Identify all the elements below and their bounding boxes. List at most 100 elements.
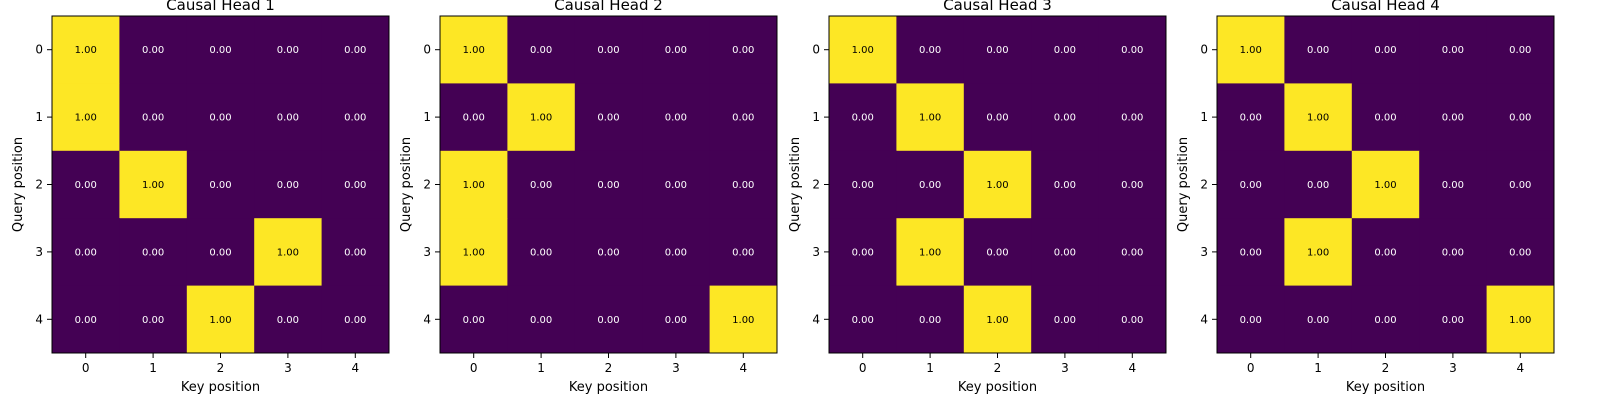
y-axis-label: Query position [1176,137,1191,232]
heatmap-cell [1031,83,1100,152]
heatmap-cell [321,285,390,354]
heatmap-panel: 1.00 0.00 0.00 0.00 0.00 0.00 1.00 0.00 0.00 0.00… [788,0,1167,395]
cell-value-label: 0.00 [142,45,164,56]
heatmap-cell [119,218,188,287]
y-tick-label: 4 [1200,312,1208,326]
heatmap-cell [440,218,508,287]
heatmap-cell [119,150,188,219]
cell-value-label: 0.00 [665,45,687,56]
cell-value-label: 0.00 [1442,315,1464,326]
cell-value-label: 0.00 [597,180,619,191]
y-tick-label: 0 [812,43,820,57]
heatmap-cell [709,285,778,354]
cell-value-label: 0.00 [1509,247,1531,258]
x-tick-label: 3 [1061,361,1069,375]
cell-value-label: 0.00 [530,315,552,326]
heatmap-cell [507,150,576,219]
cell-value-label: 0.00 [344,113,366,124]
heatmap-cell [186,218,255,287]
heatmap-cell [1098,16,1167,84]
x-axis-label: Key position [181,380,260,395]
heatmap-cell [1419,16,1488,84]
cell-value-label: 0.00 [1054,247,1076,258]
x-tick-label: 4 [351,361,359,375]
heatmap-cell [1284,285,1353,354]
heatmap-cell [186,285,255,354]
cell-value-label: 0.00 [732,45,754,56]
cell-value-label: 0.00 [597,315,619,326]
heatmap-cell [321,16,390,84]
heatmap-cell [52,285,120,354]
cell-value-label: 0.00 [986,247,1008,258]
heatmap-cell [1486,16,1555,84]
cell-value-label: 0.00 [919,45,941,56]
cell-value-label: 0.00 [209,180,231,191]
heatmap-cell [574,150,643,219]
heatmap-cell [1098,285,1167,354]
cell-value-label: 0.00 [597,113,619,124]
cell-value-label: 1.00 [463,247,485,258]
heatmap-cell [642,285,711,354]
cell-value-label: 0.00 [1442,113,1464,124]
x-tick-label: 0 [82,361,90,375]
y-tick-label: 4 [35,312,43,326]
heatmap-cell [440,83,508,152]
heatmap-cell [440,285,508,354]
cell-value-label: 1.00 [1307,113,1329,124]
heatmap-cell [1351,83,1420,152]
cell-value-label: 0.00 [852,315,874,326]
x-axis-label: Key position [569,380,648,395]
heatmap-cell [254,285,323,354]
y-tick-label: 3 [423,245,431,259]
heatmap-cell [1098,150,1167,219]
heatmap-cell [574,16,643,84]
cell-value-label: 0.00 [1307,180,1329,191]
x-tick-label: 4 [739,361,747,375]
x-tick-label: 1 [537,361,545,375]
cell-value-label: 0.00 [986,113,1008,124]
heatmap-cell [574,83,643,152]
heatmap-cell [1217,16,1285,84]
cell-value-label: 0.00 [852,113,874,124]
cell-value-label: 1.00 [75,113,97,124]
cell-value-label: 0.00 [142,113,164,124]
cell-value-label: 1.00 [1374,180,1396,191]
x-tick-label: 0 [1247,361,1255,375]
cell-value-label: 0.00 [852,247,874,258]
cell-value-label: 0.00 [1442,45,1464,56]
x-axis-label: Key position [958,380,1037,395]
cell-value-label: 0.00 [1307,315,1329,326]
cell-value-label: 0.00 [463,113,485,124]
cell-value-label: 0.00 [732,180,754,191]
cell-value-label: 0.00 [1442,247,1464,258]
y-tick-label: 1 [35,110,43,124]
cell-value-label: 0.00 [209,45,231,56]
cell-value-label: 0.00 [1374,315,1396,326]
cell-value-label: 0.00 [1121,113,1143,124]
heatmap-cell [52,218,120,287]
cell-value-label: 0.00 [1240,247,1262,258]
y-axis-label: Query position [399,137,414,232]
heatmap-cell [1284,218,1353,287]
heatmap-cell [52,83,120,152]
heatmap-cell [1419,150,1488,219]
cell-value-label: 0.00 [277,180,299,191]
x-tick-label: 3 [284,361,292,375]
heatmap-cell [52,150,120,219]
cell-value-label: 1.00 [919,113,941,124]
cell-value-label: 0.00 [1307,45,1329,56]
cell-value-label: 0.00 [852,180,874,191]
heatmap-cell [1486,150,1555,219]
heatmap-cell [1351,218,1420,287]
cell-value-label: 1.00 [209,315,231,326]
cell-value-label: 0.00 [665,113,687,124]
heatmap-cell [1486,285,1555,354]
heatmap-cell [829,150,897,219]
cell-value-label: 0.00 [1121,45,1143,56]
cell-value-label: 0.00 [209,247,231,258]
cell-value-label: 0.00 [597,45,619,56]
heatmap-cell [1419,218,1488,287]
cell-value-label: 0.00 [1054,180,1076,191]
heatmap-panel: 1.00 0.00 0.00 0.00 0.00 0.00 1.00 0.00 0.00 0.00… [1176,0,1555,395]
cell-value-label: 0.00 [1240,180,1262,191]
